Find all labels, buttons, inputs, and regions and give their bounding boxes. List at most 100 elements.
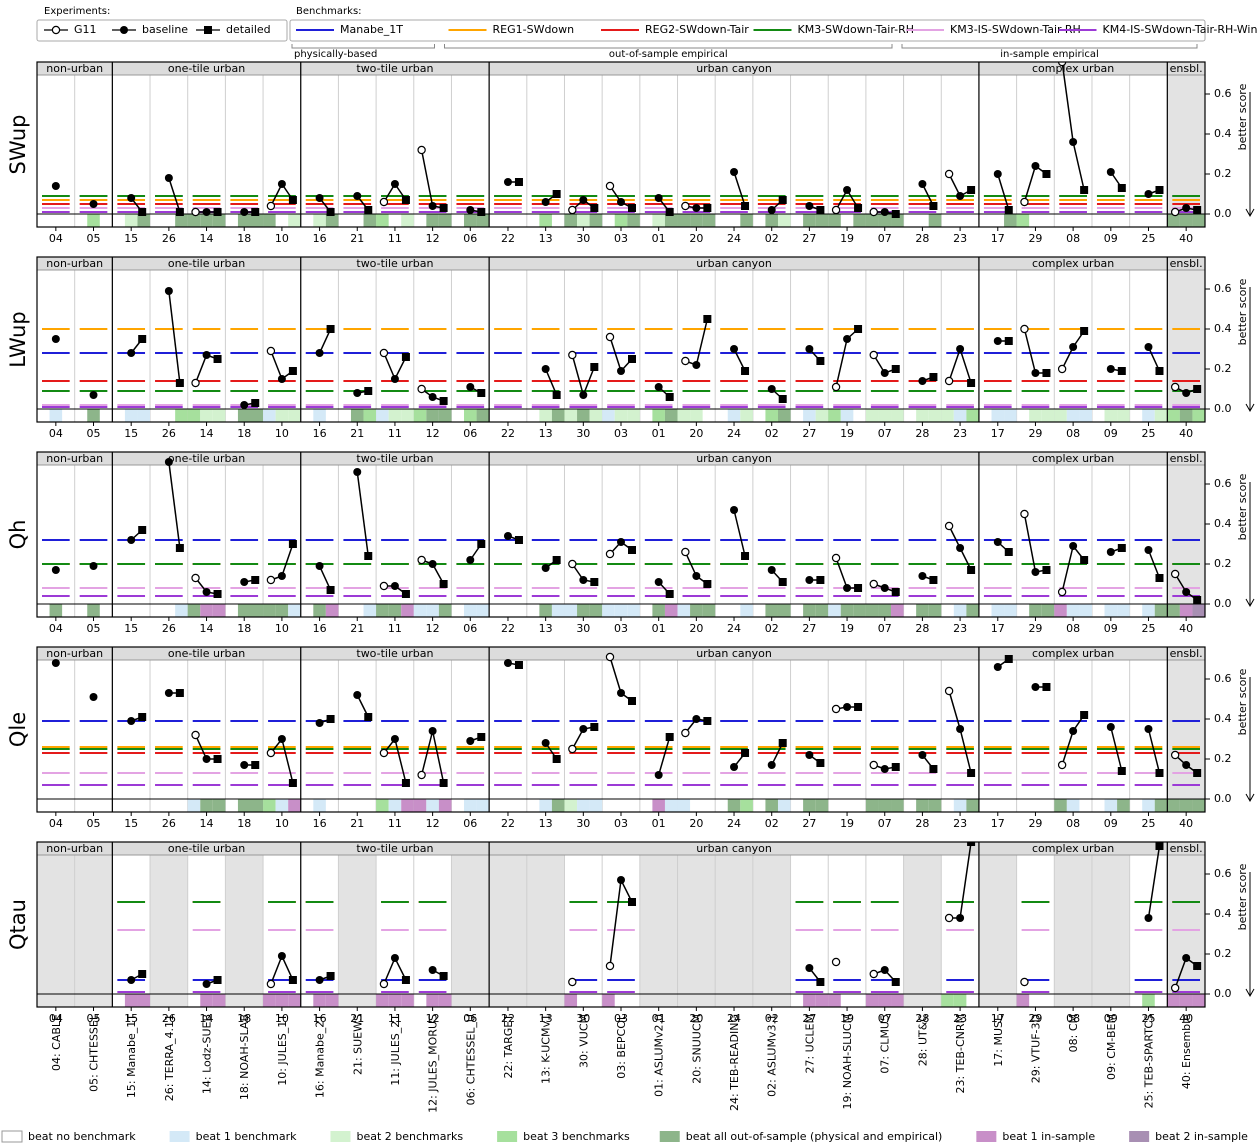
legend-label: beat 1 in-sample — [1002, 1130, 1095, 1143]
point-open — [605, 652, 615, 662]
x-tick-label: 08 — [1066, 1012, 1080, 1025]
x-tick-label: 17 — [991, 1012, 1005, 1025]
model-label: 23: TEB-CNRM — [954, 1014, 967, 1093]
experiment-line — [168, 177, 181, 213]
strip-cell — [263, 604, 276, 617]
x-tick-label: 17 — [991, 817, 1005, 830]
y-tick-label: 0.2 — [1214, 557, 1232, 570]
point-open — [379, 197, 389, 207]
x-tick-label: 03 — [614, 232, 628, 245]
strip-cell — [476, 799, 490, 812]
point-square — [138, 713, 147, 721]
x-tick-label: 21 — [350, 622, 364, 635]
strip-cell — [564, 994, 578, 1007]
strip-cell — [690, 604, 703, 617]
strip-cell — [388, 994, 402, 1007]
strip-cell — [1155, 994, 1168, 1007]
point-square — [929, 202, 938, 210]
experiment-line — [544, 368, 558, 396]
x-tick-label: 24 — [727, 427, 741, 440]
strip-cell — [904, 994, 917, 1007]
point — [767, 761, 776, 769]
strip-cell — [979, 994, 992, 1007]
strip-cell — [426, 604, 439, 617]
point-open — [379, 748, 389, 758]
strip-cell — [727, 409, 741, 422]
point — [1182, 204, 1191, 212]
point-open — [568, 559, 577, 569]
strip-cell — [690, 799, 703, 812]
arrow-head — [1245, 403, 1255, 413]
strip-cell — [904, 214, 917, 227]
strip-cell — [288, 994, 301, 1007]
strip-cell — [841, 799, 854, 812]
strip-cell — [250, 409, 264, 422]
model-label: 30: VUCM — [577, 1014, 590, 1068]
point — [315, 719, 324, 727]
x-tick-label: 05 — [87, 232, 101, 245]
strip-cell — [376, 994, 389, 1007]
point-square — [929, 373, 938, 381]
strip-cell — [37, 214, 50, 227]
strip-cell — [740, 994, 753, 1007]
strip-cell — [627, 409, 640, 422]
x-tick-label: 29 — [1028, 817, 1042, 830]
point — [1031, 568, 1040, 576]
strip-cell — [137, 604, 150, 617]
x-tick-label: 23 — [953, 817, 967, 830]
x-tick-label: 15 — [124, 232, 138, 245]
x-tick-label: 17 — [991, 622, 1005, 635]
shaded-column — [677, 842, 716, 1007]
point — [654, 194, 663, 202]
strip-cell — [1142, 409, 1155, 422]
x-tick-label: 25 — [1141, 427, 1155, 440]
point-square — [1155, 769, 1164, 777]
strip-cell — [175, 994, 188, 1007]
strip-cell — [928, 409, 942, 422]
strip-cell — [438, 604, 452, 617]
point — [1069, 343, 1078, 351]
strip-cell — [514, 799, 527, 812]
x-tick-label: 20 — [689, 817, 703, 830]
strip-cell — [1117, 799, 1130, 812]
strip-cell — [1041, 409, 1055, 422]
y-axis-label: better score — [1236, 83, 1249, 150]
x-tick-label: 20 — [689, 427, 703, 440]
group-label: two-tile urban — [356, 257, 433, 270]
point — [277, 952, 286, 960]
x-tick-label: 02 — [765, 427, 779, 440]
x-tick-label: 01 — [652, 622, 666, 635]
strip-cell — [916, 214, 929, 227]
group-label: one-tile urban — [168, 842, 245, 855]
model-label: 07: CLMU5 — [879, 1014, 892, 1074]
strip-cell — [502, 994, 515, 1007]
point — [164, 689, 173, 697]
point-square — [967, 842, 976, 846]
strip-cell — [401, 409, 414, 422]
strip-cell — [325, 214, 339, 227]
strip-cell — [627, 994, 640, 1007]
x-tick-label: 08 — [1066, 427, 1080, 440]
strip-cell — [376, 604, 389, 617]
strip-cell — [1092, 799, 1105, 812]
strip-cell — [577, 994, 590, 1007]
point-square — [175, 544, 184, 552]
strip-cell — [489, 409, 502, 422]
x-tick-label: 19 — [840, 232, 854, 245]
point-open — [568, 977, 577, 987]
strip-cell — [1004, 799, 1017, 812]
point-square — [1080, 327, 1089, 335]
strip-cell — [1142, 994, 1155, 1007]
group-label: non-urban — [46, 257, 103, 270]
experiment-line — [835, 557, 859, 589]
point-open — [944, 169, 954, 179]
strip-cell — [916, 799, 929, 812]
x-tick-label: 04 — [49, 232, 63, 245]
strip-cell — [640, 214, 653, 227]
experiment-line — [609, 877, 633, 967]
point — [918, 572, 927, 580]
strip-cell — [401, 994, 414, 1007]
group-label: ensbl. — [1170, 257, 1203, 270]
legend-label: beat 3 benchmarks — [523, 1130, 630, 1143]
strip-cell — [1066, 604, 1080, 617]
